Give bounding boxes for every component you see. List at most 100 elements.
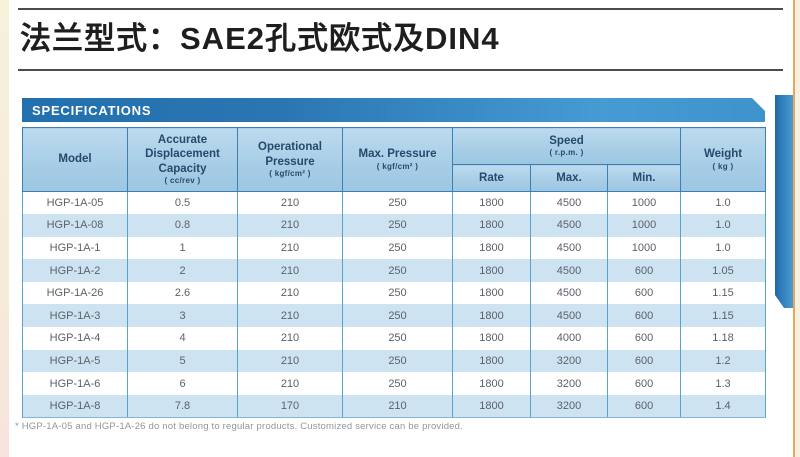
table-row: HGP-1A-1 1 210 250 1800 4500 1000 1.0 <box>22 236 767 260</box>
header-op-pressure-label: Operational Pressure <box>258 141 322 168</box>
header-capacity-unit: ( cc/rev ) <box>164 176 201 186</box>
table-row: HGP-1A-8 7.8 170 210 1800 3200 600 1.4 <box>22 394 767 418</box>
table-cell: 1.18 <box>680 327 767 350</box>
table-cell: 1.0 <box>680 214 767 237</box>
header-model: Model <box>22 127 128 192</box>
table-cell: 4000 <box>530 327 608 350</box>
table-cell: 250 <box>342 327 453 350</box>
header-model-label: Model <box>58 153 92 166</box>
specifications-label: SPECIFICATIONS <box>32 102 152 118</box>
header-speed-min: Min. <box>606 164 682 192</box>
table-cell: 600 <box>606 372 682 395</box>
table-cell: 1000 <box>606 191 682 215</box>
table-cell: 1.15 <box>680 281 767 305</box>
table-cell: 7.8 <box>127 394 238 418</box>
table-cell: 1800 <box>452 191 531 215</box>
table-cell: 1000 <box>606 214 682 237</box>
table-cell: 210 <box>237 259 343 282</box>
table-cell: 600 <box>606 349 682 373</box>
table-cell: 1800 <box>452 214 531 237</box>
spec-table: Model Accurate Displacement Capacity ( c… <box>22 127 767 418</box>
table-cell: 1800 <box>452 281 531 305</box>
table-cell: 210 <box>237 327 343 350</box>
table-cell: 1800 <box>452 394 531 418</box>
table-cell: 600 <box>606 304 682 328</box>
table-cell: 1 <box>127 236 238 260</box>
table-cell: HGP-1A-2 <box>22 259 128 282</box>
specifications-table: Model Accurate Displacement Capacity ( c… <box>22 127 767 418</box>
table-cell: 4 <box>127 327 238 350</box>
table-cell: 600 <box>606 259 682 282</box>
table-cell: 0.5 <box>127 191 238 215</box>
table-cell: 4500 <box>530 236 608 260</box>
table-cell: 5 <box>127 349 238 373</box>
table-row: HGP-1A-3 3 210 250 1800 4500 600 1.15 <box>22 304 767 328</box>
table-cell: 3200 <box>530 349 608 373</box>
title-block: 法兰型式：SAE2孔式欧式及DIN4 <box>18 8 783 71</box>
header-speed-label: Speed <box>549 134 584 147</box>
page-edge-left <box>0 0 9 457</box>
table-cell: 1.4 <box>680 394 767 418</box>
table-cell: 6 <box>127 372 238 395</box>
table-cell: HGP-1A-26 <box>22 281 128 305</box>
table-cell: 250 <box>342 281 453 305</box>
table-cell: 4500 <box>530 191 608 215</box>
table-cell: 1.0 <box>680 191 767 215</box>
table-cell: 1.2 <box>680 349 767 373</box>
table-cell: HGP-1A-5 <box>22 349 128 373</box>
top-rule <box>18 8 783 10</box>
table-cell: 2.6 <box>127 281 238 305</box>
header-weight-unit: ( kg ) <box>712 161 734 171</box>
table-cell: 210 <box>342 394 453 418</box>
spec-table-body: HGP-1A-05 0.5 210 250 1800 4500 1000 1.0 HGP-1A-… <box>22 191 767 418</box>
table-cell: 250 <box>342 214 453 237</box>
table-cell: 1800 <box>452 259 531 282</box>
table-cell: HGP-1A-05 <box>22 191 128 215</box>
table-cell: 1800 <box>452 236 531 260</box>
table-cell: 210 <box>237 349 343 373</box>
table-cell: 4500 <box>530 214 608 237</box>
table-cell: 210 <box>237 191 343 215</box>
table-header: Model Accurate Displacement Capacity ( c… <box>22 127 767 192</box>
table-row: HGP-1A-6 6 210 250 1800 3200 600 1.3 <box>22 372 767 395</box>
table-cell: 1800 <box>452 327 531 350</box>
header-speed: Speed ( r.p.m. ) <box>451 127 682 165</box>
table-row: HGP-1A-08 0.8 210 250 1800 4500 1000 1.0 <box>22 214 767 237</box>
table-cell: 600 <box>606 394 682 418</box>
table-cell: 250 <box>342 191 453 215</box>
table-cell: 210 <box>237 281 343 305</box>
table-row: HGP-1A-05 0.5 210 250 1800 4500 1000 1.0 <box>22 191 767 215</box>
table-cell: 210 <box>237 236 343 260</box>
title-bottom-rule <box>18 68 783 71</box>
header-max-pressure: Max. Pressure ( kgf/cm² ) <box>342 127 453 192</box>
table-cell: 250 <box>342 259 453 282</box>
header-speed-rate: Rate <box>452 164 531 192</box>
header-speed-unit: ( r.p.m. ) <box>549 148 584 158</box>
table-cell: 1000 <box>606 236 682 260</box>
table-cell: HGP-1A-3 <box>22 304 128 328</box>
table-cell: 3200 <box>530 394 608 418</box>
specifications-banner: SPECIFICATIONS <box>22 98 765 122</box>
table-cell: HGP-1A-8 <box>22 394 128 418</box>
table-row: HGP-1A-26 2.6 210 250 1800 4500 600 1.15 <box>22 281 767 305</box>
table-cell: 250 <box>342 349 453 373</box>
table-cell: HGP-1A-08 <box>22 214 128 237</box>
table-cell: HGP-1A-4 <box>22 327 128 350</box>
table-cell: 250 <box>342 372 453 395</box>
table-cell: 1.0 <box>680 236 767 260</box>
table-cell: HGP-1A-1 <box>22 236 128 260</box>
table-cell: 1800 <box>452 349 531 373</box>
table-row: HGP-1A-2 2 210 250 1800 4500 600 1.05 <box>22 259 767 282</box>
table-cell: 1.15 <box>680 304 767 328</box>
header-speed-max: Max. <box>530 164 608 192</box>
header-max-pressure-unit: ( kgf/cm² ) <box>376 161 419 171</box>
table-cell: 4500 <box>530 281 608 305</box>
table-cell: 4500 <box>530 259 608 282</box>
table-cell: 210 <box>237 372 343 395</box>
header-capacity: Accurate Displacement Capacity ( cc/rev … <box>127 127 238 192</box>
table-cell: 600 <box>606 327 682 350</box>
footnote: * HGP-1A-05 and HGP-1A-26 do not belong … <box>15 421 463 432</box>
table-cell: 3 <box>127 304 238 328</box>
header-weight: Weight ( kg ) <box>680 127 767 192</box>
table-cell: 0.8 <box>127 214 238 237</box>
